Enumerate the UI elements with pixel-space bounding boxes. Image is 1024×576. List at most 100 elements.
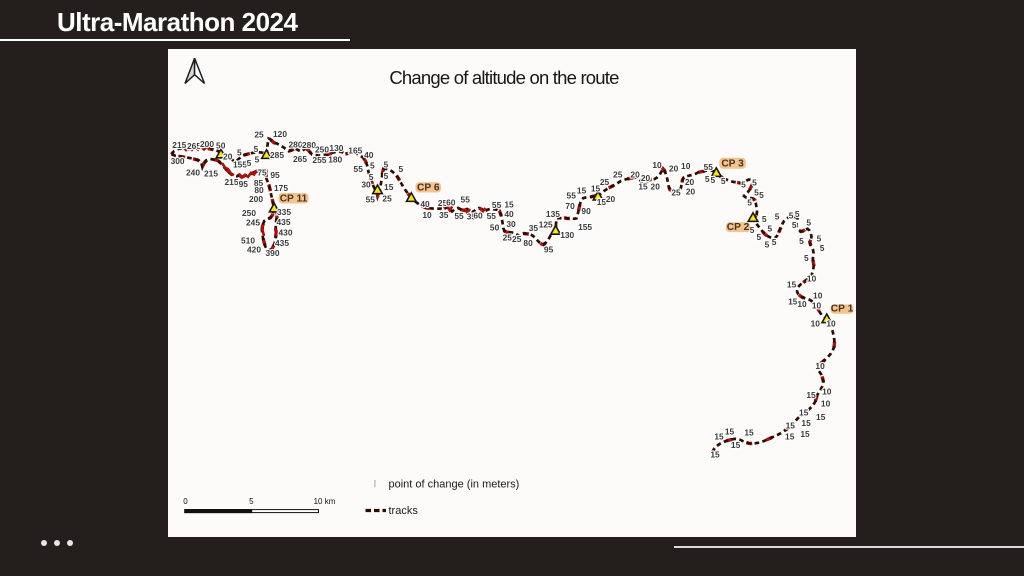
svg-text:15: 15: [638, 181, 648, 191]
svg-text:15: 15: [384, 182, 394, 192]
svg-text:10: 10: [822, 386, 832, 396]
svg-text:5: 5: [750, 225, 755, 235]
svg-text:5: 5: [756, 232, 761, 242]
svg-text:5: 5: [804, 253, 809, 263]
svg-text:10: 10: [422, 210, 432, 220]
svg-text:130: 130: [329, 143, 343, 153]
svg-text:60: 60: [473, 211, 483, 221]
svg-text:5: 5: [772, 237, 777, 247]
svg-text:55: 55: [366, 194, 376, 204]
svg-text:40: 40: [420, 199, 430, 209]
svg-text:240: 240: [186, 168, 200, 178]
svg-text:5: 5: [249, 497, 254, 506]
svg-text:245: 245: [246, 218, 260, 228]
svg-text:5: 5: [710, 175, 715, 185]
svg-text:15: 15: [710, 450, 720, 460]
svg-text:15: 15: [577, 186, 587, 196]
svg-text:5: 5: [820, 243, 825, 253]
svg-text:55: 55: [461, 195, 471, 205]
svg-text:5: 5: [759, 190, 764, 200]
svg-text:95: 95: [239, 179, 249, 189]
svg-text:15: 15: [731, 440, 741, 450]
svg-text:50: 50: [216, 141, 226, 151]
svg-text:280: 280: [302, 140, 316, 150]
svg-text:5: 5: [384, 171, 389, 181]
svg-text:25: 25: [512, 234, 522, 244]
svg-text:25: 25: [382, 194, 392, 204]
svg-text:5: 5: [369, 172, 374, 182]
svg-text:95: 95: [270, 170, 280, 180]
svg-text:15: 15: [744, 428, 754, 438]
svg-text:10: 10: [811, 319, 821, 329]
svg-text:30: 30: [361, 180, 371, 190]
svg-text:215: 215: [172, 140, 186, 150]
svg-text:5: 5: [752, 177, 757, 187]
svg-text:85: 85: [254, 178, 264, 188]
svg-text:180: 180: [328, 155, 342, 165]
svg-text:95: 95: [544, 244, 554, 254]
svg-text:5: 5: [370, 161, 375, 171]
svg-text:15: 15: [816, 412, 826, 422]
svg-text:35: 35: [529, 223, 539, 233]
svg-text:390: 390: [266, 248, 280, 258]
svg-text:200: 200: [200, 139, 214, 149]
svg-text:25: 25: [600, 177, 610, 187]
svg-text:175: 175: [274, 183, 288, 193]
svg-text:5: 5: [705, 174, 710, 184]
svg-text:35: 35: [439, 210, 449, 220]
svg-text:10: 10: [813, 291, 823, 301]
svg-text:5: 5: [721, 176, 726, 186]
svg-text:5: 5: [806, 218, 811, 228]
svg-text:5: 5: [254, 144, 259, 154]
svg-text:10: 10: [821, 399, 831, 409]
svg-text:5: 5: [767, 224, 772, 234]
svg-text:55: 55: [354, 164, 364, 174]
svg-text:5: 5: [741, 179, 746, 189]
svg-text:215: 215: [204, 169, 218, 179]
svg-text:50: 50: [490, 222, 500, 232]
svg-text:40: 40: [364, 150, 374, 160]
svg-text:10: 10: [826, 319, 836, 329]
svg-text:40: 40: [504, 209, 514, 219]
svg-text:0: 0: [183, 497, 188, 506]
svg-text:5: 5: [754, 188, 759, 198]
svg-text:55: 55: [492, 200, 502, 210]
svg-text:20: 20: [223, 152, 233, 162]
svg-text:70: 70: [565, 201, 575, 211]
svg-text:265: 265: [293, 154, 307, 164]
svg-text:10: 10: [812, 300, 822, 310]
svg-text:300: 300: [171, 156, 185, 166]
svg-text:250: 250: [315, 144, 329, 154]
svg-text:55: 55: [704, 162, 714, 172]
svg-text:20: 20: [651, 182, 661, 192]
svg-text:15: 15: [786, 420, 796, 430]
svg-text:CP 1: CP 1: [831, 304, 854, 315]
svg-text:130: 130: [560, 230, 574, 240]
svg-text:510: 510: [241, 236, 255, 246]
svg-text:80: 80: [523, 238, 533, 248]
svg-text:435: 435: [275, 238, 289, 248]
svg-text:5: 5: [789, 210, 794, 220]
svg-text:10: 10: [807, 274, 817, 284]
svg-text:35: 35: [467, 212, 477, 222]
svg-text:15: 15: [725, 427, 735, 437]
svg-text:120: 120: [273, 129, 287, 139]
svg-text:90: 90: [581, 206, 591, 216]
svg-text:20: 20: [606, 194, 616, 204]
svg-text:25: 25: [503, 233, 513, 243]
svg-text:20: 20: [685, 177, 695, 187]
svg-text:55: 55: [567, 190, 577, 200]
svg-text:165: 165: [348, 146, 362, 156]
svg-text:Change of altitude on the rout: Change of altitude on the route: [389, 67, 619, 88]
svg-text:155: 155: [578, 222, 592, 232]
svg-text:250: 250: [242, 208, 256, 218]
svg-text:5: 5: [237, 148, 242, 158]
svg-text:10: 10: [797, 299, 807, 309]
svg-text:5: 5: [398, 164, 403, 174]
svg-text:point of change (in meters): point of change (in meters): [389, 479, 520, 491]
svg-text:435: 435: [277, 217, 291, 227]
svg-text:5: 5: [799, 236, 804, 246]
svg-text:10 km: 10 km: [314, 497, 336, 506]
svg-text:5: 5: [765, 239, 770, 249]
svg-text:5: 5: [817, 233, 822, 243]
